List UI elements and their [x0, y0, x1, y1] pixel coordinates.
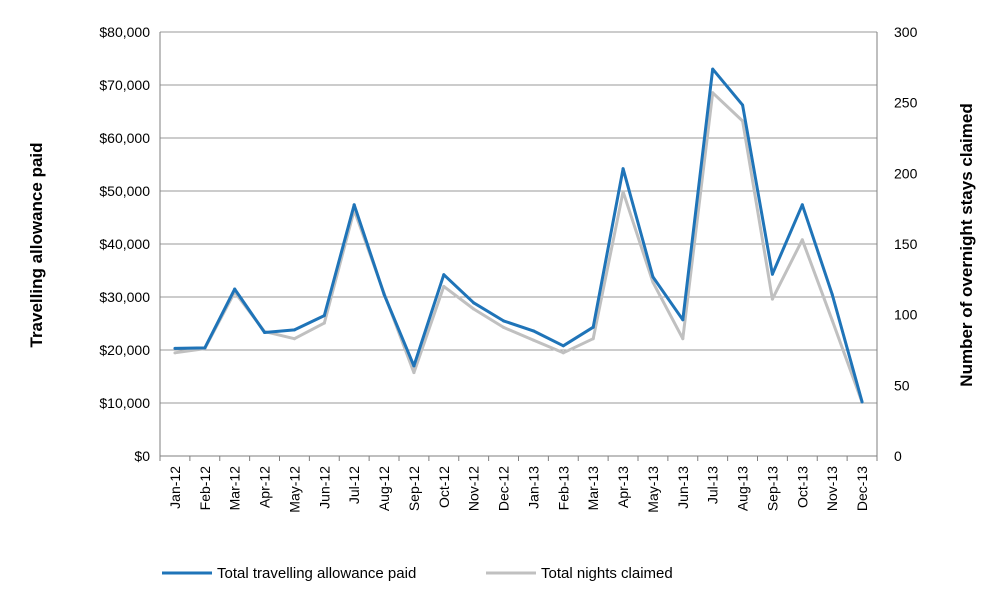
- data-point-series-2: [472, 307, 476, 311]
- x-tick-label: Oct-12: [436, 466, 452, 508]
- x-tick-label: Mar-12: [227, 466, 243, 511]
- x-tick-label: Jan-13: [525, 466, 541, 509]
- x-tick-label: Nov-13: [824, 466, 840, 511]
- x-tick-label: Oct-13: [794, 466, 810, 508]
- data-point-series-2: [681, 337, 685, 341]
- plot-frame: [159, 32, 878, 461]
- left-tick-label: $20,000: [99, 342, 150, 358]
- x-tick-label: Sep-12: [406, 466, 422, 511]
- data-point-series-2: [412, 371, 416, 375]
- left-tick-label: $80,000: [99, 24, 150, 40]
- data-point-series-2: [651, 280, 655, 284]
- data-point-series-1: [591, 325, 595, 329]
- x-tick-label: Dec-13: [854, 466, 870, 511]
- data-point-series-1: [681, 318, 685, 322]
- data-point-series-1: [352, 203, 356, 207]
- data-point-series-1: [711, 67, 715, 71]
- data-point-series-2: [591, 337, 595, 341]
- left-axis-tick-labels: $0 $10,000 $20,000 $30,000 $40,000 $50,000 $60…: [99, 24, 150, 464]
- x-tick-label: Feb-12: [197, 466, 213, 511]
- data-point-series-1: [203, 346, 207, 350]
- right-tick-label: 250: [894, 95, 918, 111]
- legend-label-series-2: Total nights claimed: [541, 565, 673, 582]
- data-point-series-1: [830, 292, 834, 296]
- x-tick-label: Mar-13: [585, 466, 601, 511]
- data-point-series-2: [800, 238, 804, 242]
- left-tick-label: $70,000: [99, 77, 150, 93]
- data-point-series-2: [561, 351, 565, 355]
- data-point-series-2: [322, 321, 326, 325]
- left-tick-label: $10,000: [99, 395, 150, 411]
- series-line-2: [174, 91, 864, 403]
- data-point-series-1: [233, 287, 237, 291]
- x-tick-label: May-13: [645, 466, 661, 513]
- x-tick-label: Sep-13: [764, 466, 780, 511]
- data-point-series-1: [322, 314, 326, 318]
- x-tick-label: Nov-12: [466, 466, 482, 511]
- data-point-series-1: [472, 301, 476, 305]
- data-point-series-2: [770, 297, 774, 301]
- right-axis-title: Number of overnight stays claimed: [957, 103, 976, 386]
- data-point-series-2: [292, 337, 296, 341]
- data-point-series-2: [711, 91, 715, 95]
- x-tick-label: Dec-12: [496, 466, 512, 511]
- data-point-series-1: [651, 275, 655, 279]
- x-tick-label: Apr-12: [257, 466, 273, 508]
- x-tick-label: May-12: [286, 466, 302, 513]
- data-point-series-1: [800, 203, 804, 207]
- x-tick-label: Apr-13: [615, 466, 631, 508]
- data-point-series-1: [412, 364, 416, 368]
- right-tick-label: 0: [894, 448, 902, 464]
- x-tick-label: Feb-13: [555, 466, 571, 511]
- data-point-series-2: [621, 190, 625, 194]
- left-axis-title: Travelling allowance paid: [27, 142, 46, 347]
- x-tick-label: Aug-12: [376, 466, 392, 511]
- data-point-series-1: [292, 328, 296, 332]
- right-axis-tick-labels: 0 50 100 150 200 250 300: [894, 24, 918, 464]
- series-lines: [173, 67, 864, 404]
- x-tick-label: Jul-13: [705, 466, 721, 504]
- legend: Total travelling allowance paid Total ni…: [162, 565, 673, 582]
- right-tick-label: 50: [894, 377, 910, 393]
- data-point-series-1: [442, 273, 446, 277]
- data-point-series-1: [860, 400, 864, 404]
- x-tick-label: Aug-13: [735, 466, 751, 511]
- data-point-series-1: [173, 346, 177, 350]
- data-point-series-2: [442, 284, 446, 288]
- data-point-series-1: [382, 292, 386, 296]
- right-tick-label: 300: [894, 24, 918, 40]
- data-point-series-1: [741, 103, 745, 107]
- right-tick-label: 200: [894, 165, 918, 181]
- data-point-series-1: [502, 319, 506, 323]
- gridlines: [160, 31, 877, 404]
- left-tick-label: $30,000: [99, 289, 150, 305]
- legend-label-series-1: Total travelling allowance paid: [217, 565, 416, 582]
- left-tick-label: $50,000: [99, 183, 150, 199]
- x-axis-tick-labels: Jan-12 Feb-12 Mar-12 Apr-12 May-12 Jun-12 Jul-…: [167, 466, 870, 513]
- left-tick-label: $40,000: [99, 236, 150, 252]
- right-tick-label: 150: [894, 236, 918, 252]
- x-tick-label: Jun-12: [316, 466, 332, 509]
- left-tick-label: $0: [134, 448, 150, 464]
- data-point-series-2: [741, 119, 745, 123]
- data-point-series-1: [770, 272, 774, 276]
- data-point-series-2: [173, 351, 177, 355]
- right-tick-label: 100: [894, 307, 918, 323]
- x-tick-label: Jun-13: [675, 466, 691, 509]
- data-point-series-1: [621, 167, 625, 171]
- series-line-1: [174, 67, 864, 403]
- data-point-series-1: [531, 329, 535, 333]
- data-point-series-1: [561, 344, 565, 348]
- left-tick-label: $60,000: [99, 130, 150, 146]
- data-point-series-2: [830, 318, 834, 322]
- data-point-series-1: [263, 331, 267, 335]
- x-tick-label: Jul-12: [346, 466, 362, 504]
- data-point-series-2: [531, 338, 535, 342]
- data-point-series-2: [502, 325, 506, 329]
- x-tick-label: Jan-12: [167, 466, 183, 509]
